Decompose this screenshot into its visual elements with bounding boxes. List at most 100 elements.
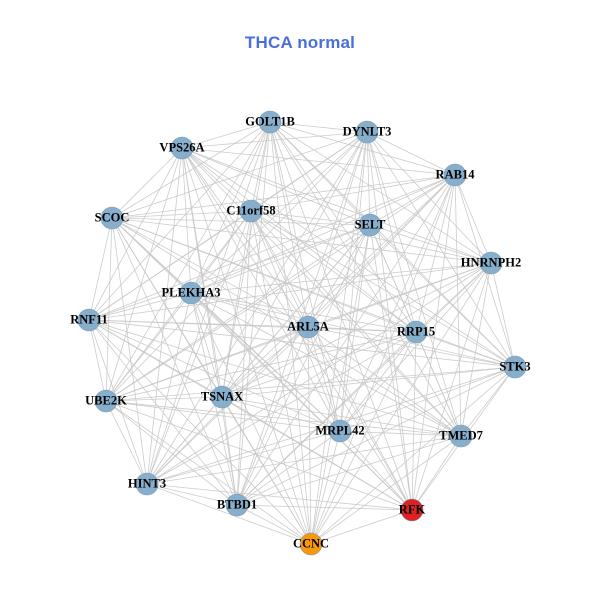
edge (146, 262, 492, 485)
node-layer (77, 110, 527, 556)
edge (369, 224, 413, 511)
edge (366, 131, 516, 368)
node-TSNAX (210, 385, 234, 409)
edge (88, 319, 107, 402)
edge (190, 292, 413, 511)
edge (415, 174, 456, 333)
edge (105, 400, 413, 511)
edge (454, 174, 462, 437)
edge (105, 217, 113, 402)
node-label-RNF11: RNF11 (70, 313, 108, 327)
edge (88, 121, 271, 321)
edge (111, 131, 368, 219)
node-STK3 (503, 355, 527, 379)
edge (190, 292, 417, 333)
edge (190, 292, 309, 328)
edge (181, 147, 516, 368)
edge (366, 131, 371, 226)
edge (105, 331, 417, 402)
edge (146, 147, 183, 485)
node-PLEKHA3 (179, 281, 203, 305)
edge (146, 435, 462, 485)
node-GOLT1B (258, 110, 282, 134)
edge (221, 326, 309, 398)
plot-title: THCA normal (244, 33, 356, 52)
edge (269, 121, 341, 432)
node-RNF11 (77, 308, 101, 332)
edge (236, 435, 462, 506)
edge (146, 331, 417, 485)
node-TMED7 (449, 424, 473, 448)
edge (88, 224, 371, 321)
edge (181, 147, 252, 212)
edge (369, 224, 516, 368)
edge (88, 292, 192, 321)
node-RFK (400, 498, 424, 522)
edge (366, 131, 492, 264)
edge (181, 131, 368, 149)
edge (339, 366, 516, 432)
edge (269, 121, 516, 368)
edge (411, 435, 462, 511)
edge (269, 121, 456, 176)
edge (415, 331, 516, 368)
edge (181, 147, 371, 226)
edge (460, 262, 492, 437)
edge (88, 319, 341, 432)
edge (307, 224, 371, 328)
edge (190, 262, 492, 294)
edge (111, 217, 309, 328)
edge (105, 400, 148, 485)
edge (181, 147, 456, 176)
edge (310, 430, 341, 545)
edge (190, 292, 462, 437)
edge (181, 147, 238, 506)
edge (221, 396, 312, 545)
edge (105, 396, 223, 402)
edge (269, 121, 309, 328)
node-label-PLEKHA3: PLEKHA3 (161, 286, 220, 300)
edge (190, 292, 223, 398)
edge (490, 262, 516, 368)
edge (460, 366, 516, 437)
edge (339, 430, 462, 437)
node-label-RFK: RFK (399, 503, 426, 517)
edge (454, 174, 492, 264)
edge (105, 131, 368, 402)
edge-layer (88, 121, 516, 545)
node-label-HNRNPH2: HNRNPH2 (461, 256, 521, 270)
edge (236, 504, 312, 545)
edge (307, 326, 516, 368)
edge (310, 131, 368, 545)
node-label-STK3: STK3 (499, 360, 530, 374)
node-SCOC (100, 206, 124, 230)
edge (111, 217, 238, 506)
node-label-RRP15: RRP15 (397, 325, 435, 339)
node-label-HINT3: HINT3 (128, 477, 166, 491)
edge (366, 131, 462, 437)
edge (221, 396, 413, 511)
edge (146, 396, 223, 485)
edge (236, 262, 492, 506)
node-SELT (358, 213, 382, 237)
edge (307, 326, 341, 432)
edge (236, 326, 309, 506)
edge (111, 217, 371, 226)
edge (88, 262, 492, 321)
edge (221, 396, 462, 437)
node-HNRNPH2 (479, 251, 503, 275)
edge (369, 224, 492, 264)
edge (111, 210, 252, 219)
node-RRP15 (404, 320, 428, 344)
edge (221, 396, 341, 432)
edge (105, 400, 462, 437)
edge (369, 174, 456, 226)
edge (190, 292, 312, 545)
edge (250, 210, 516, 368)
edge (339, 331, 417, 432)
node-label-ARL5A: ARL5A (287, 320, 329, 334)
node-MRPL42 (328, 419, 352, 443)
edge (111, 147, 183, 219)
